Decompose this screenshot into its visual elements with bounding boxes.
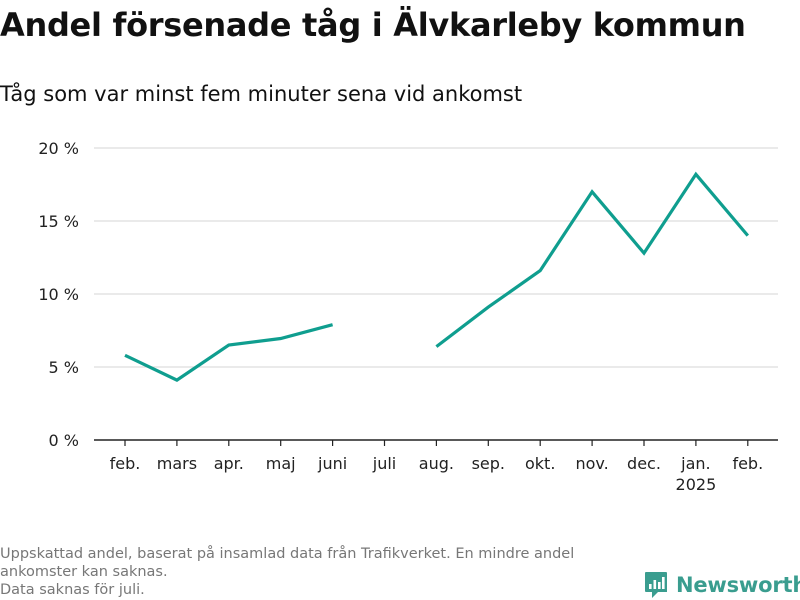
series-lines <box>124 171 750 382</box>
footnote-line: Uppskattad andel, baserat på insamlad da… <box>0 546 575 562</box>
chart-subtitle: Tåg som var minst fem minuter sena vid a… <box>0 82 523 106</box>
line-chart: 0 % 5 % 10 % 15 % 20 % feb. mars apr. maj juni ju… <box>38 139 778 494</box>
x-tick-label: feb. <box>110 454 141 473</box>
series-line-segment <box>435 171 750 348</box>
newsworthy-logo: Newsworthy <box>644 570 800 600</box>
y-tick-label: 5 % <box>49 358 79 377</box>
y-tick-label: 20 % <box>38 139 79 158</box>
footnote-line: ankomster kan saknas. <box>0 564 168 580</box>
x-tick-label: sep. <box>472 454 505 473</box>
x-axis: feb. mars apr. maj juni juli aug. sep. okt. nov. d… <box>94 439 778 494</box>
y-tick-label: 10 % <box>38 285 79 304</box>
x-tick-label: okt. <box>525 454 555 473</box>
x-tick-label: nov. <box>575 454 608 473</box>
newsworthy-logo-icon <box>645 572 667 598</box>
y-tick-label: 0 % <box>49 431 79 450</box>
footnote: Uppskattad andel, baserat på insamlad da… <box>0 545 640 599</box>
x-tick-label: maj <box>266 454 296 473</box>
x-tick-label: feb. <box>732 454 763 473</box>
x-tick-label: juni <box>317 454 347 473</box>
x-tick-year-label: 2025 <box>676 475 717 494</box>
x-tick-label: jan. <box>680 454 710 473</box>
footnote-line: Data saknas för juli. <box>0 582 145 598</box>
y-axis-ticks: 0 % 5 % 10 % 15 % 20 % <box>38 139 79 450</box>
chart-title: Andel försenade tåg i Älvkarleby kommun <box>0 6 746 44</box>
x-tick-label: mars <box>157 454 197 473</box>
y-tick-label: 15 % <box>38 212 79 231</box>
x-tick-label: dec. <box>627 454 661 473</box>
x-tick-label: aug. <box>419 454 454 473</box>
newsworthy-logo-text: Newsworthy <box>676 573 800 597</box>
grid-lines <box>94 147 778 368</box>
series-line-segment <box>124 323 334 382</box>
x-tick-label: apr. <box>214 454 244 473</box>
x-tick-label: juli <box>372 454 396 473</box>
